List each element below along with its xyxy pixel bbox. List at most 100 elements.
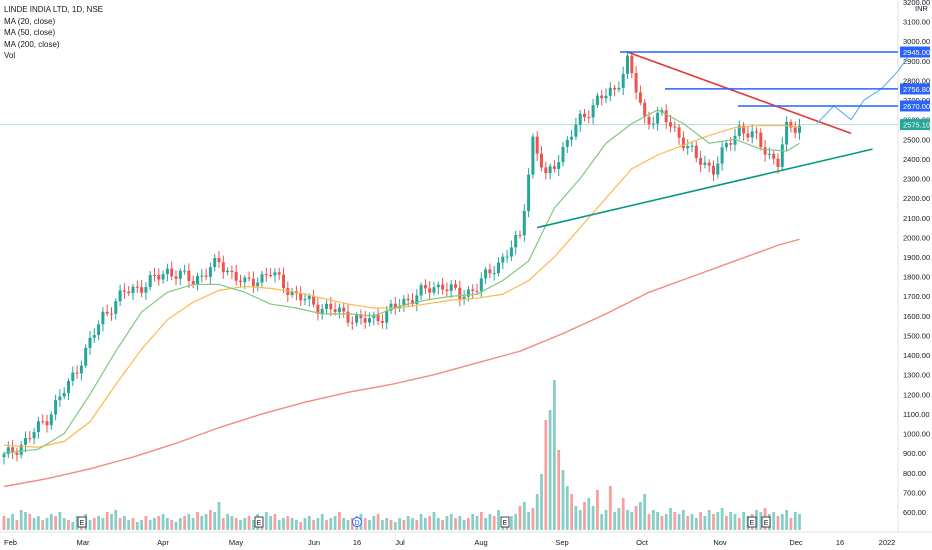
ma20-label[interactable]: MA (20, close) — [4, 16, 56, 26]
volume-bar — [307, 516, 311, 530]
volume-bar — [342, 518, 346, 530]
candle — [157, 275, 161, 280]
volume-bar — [742, 512, 745, 530]
volume-bar — [191, 518, 195, 530]
candle — [772, 153, 776, 159]
candle — [591, 105, 595, 118]
candle — [6, 447, 10, 455]
volume-bar — [166, 518, 169, 530]
candle — [217, 258, 221, 263]
earnings-marker[interactable] — [77, 516, 87, 528]
volume-bar — [32, 518, 36, 530]
candle — [84, 347, 88, 366]
volume-bar — [518, 506, 522, 530]
event-marker-label: E — [80, 520, 85, 527]
event-marker-label: D — [354, 520, 359, 527]
candle — [230, 270, 234, 272]
volume-bar — [643, 494, 647, 530]
volume-bar — [647, 514, 651, 530]
candle — [368, 318, 371, 323]
earnings-marker[interactable] — [254, 516, 264, 528]
candle — [196, 275, 199, 285]
candle — [613, 87, 617, 90]
y-tick-label: 1000.00 — [903, 430, 930, 439]
y-tick-label: 1500.00 — [903, 331, 930, 340]
volume-bar — [325, 520, 328, 530]
volume-bar — [462, 520, 466, 530]
volume-bar — [527, 512, 530, 530]
candle — [385, 310, 389, 323]
volume-bar — [406, 516, 410, 530]
candle — [174, 276, 178, 279]
candle — [71, 372, 75, 381]
volume-bar — [239, 520, 242, 530]
price-tag-bg — [900, 100, 930, 112]
volume-bar — [677, 514, 681, 530]
volume-bar — [424, 518, 427, 530]
candle — [604, 95, 608, 99]
candle — [282, 274, 285, 289]
candle — [398, 305, 402, 308]
event-marker-label: E — [257, 520, 262, 527]
ma200-label[interactable]: MA (200, close) — [4, 39, 60, 49]
y-tick-label: 3100.00 — [903, 18, 930, 27]
candle — [269, 275, 273, 277]
ma50-label[interactable]: MA (50, close) — [4, 28, 56, 37]
candle — [746, 133, 750, 138]
candle — [724, 143, 728, 148]
candle — [337, 307, 341, 313]
candle — [737, 125, 741, 136]
candle — [540, 153, 543, 168]
y-tick-label: 2400.00 — [903, 155, 930, 164]
candle — [638, 92, 642, 103]
dividend-marker[interactable] — [352, 517, 362, 527]
candle — [617, 87, 621, 90]
volume-bar — [346, 520, 350, 530]
volume-bar — [148, 520, 152, 530]
volume-bar — [793, 512, 797, 530]
earnings-marker[interactable] — [761, 516, 771, 528]
volume-bar — [187, 514, 191, 530]
volume-bar — [479, 512, 483, 530]
volume-bar — [2, 516, 6, 530]
candle — [247, 277, 251, 279]
candle — [191, 280, 195, 285]
event-marker-label: E — [764, 520, 769, 527]
price-tag-bg — [900, 46, 930, 58]
candle — [312, 295, 316, 305]
volume-bar — [561, 470, 565, 530]
candle — [441, 284, 445, 290]
candle — [759, 132, 763, 148]
candle — [316, 304, 320, 314]
candle — [110, 313, 113, 315]
x-tick-label: Dec — [789, 538, 803, 547]
candle — [118, 290, 122, 302]
candle — [36, 421, 40, 433]
volume-bar — [350, 518, 354, 530]
candle — [333, 309, 337, 313]
candle — [432, 287, 436, 293]
volume-bar — [295, 520, 298, 530]
candle — [131, 286, 135, 294]
volume-bar — [419, 514, 423, 530]
volume-bar — [200, 516, 204, 530]
price-tag: 2575.10 — [900, 119, 930, 131]
volume-bar — [458, 516, 462, 530]
candle — [445, 289, 449, 291]
candle — [505, 256, 509, 258]
volume-bar — [574, 506, 578, 530]
volume-bar — [591, 506, 595, 530]
earnings-marker[interactable] — [500, 516, 510, 528]
candle — [673, 126, 677, 128]
volume-bar — [226, 514, 229, 530]
volume-bar — [699, 512, 702, 530]
candle — [92, 335, 96, 338]
earnings-marker[interactable] — [747, 516, 757, 528]
volume-bar — [596, 490, 599, 530]
y-tick-label: 1400.00 — [903, 351, 930, 360]
volume-label[interactable]: Vol — [4, 51, 16, 60]
volume-bar — [333, 516, 337, 530]
symbol-title[interactable]: LINDE INDIA LTD, 1D, NSE — [4, 5, 103, 14]
candle — [479, 278, 483, 292]
